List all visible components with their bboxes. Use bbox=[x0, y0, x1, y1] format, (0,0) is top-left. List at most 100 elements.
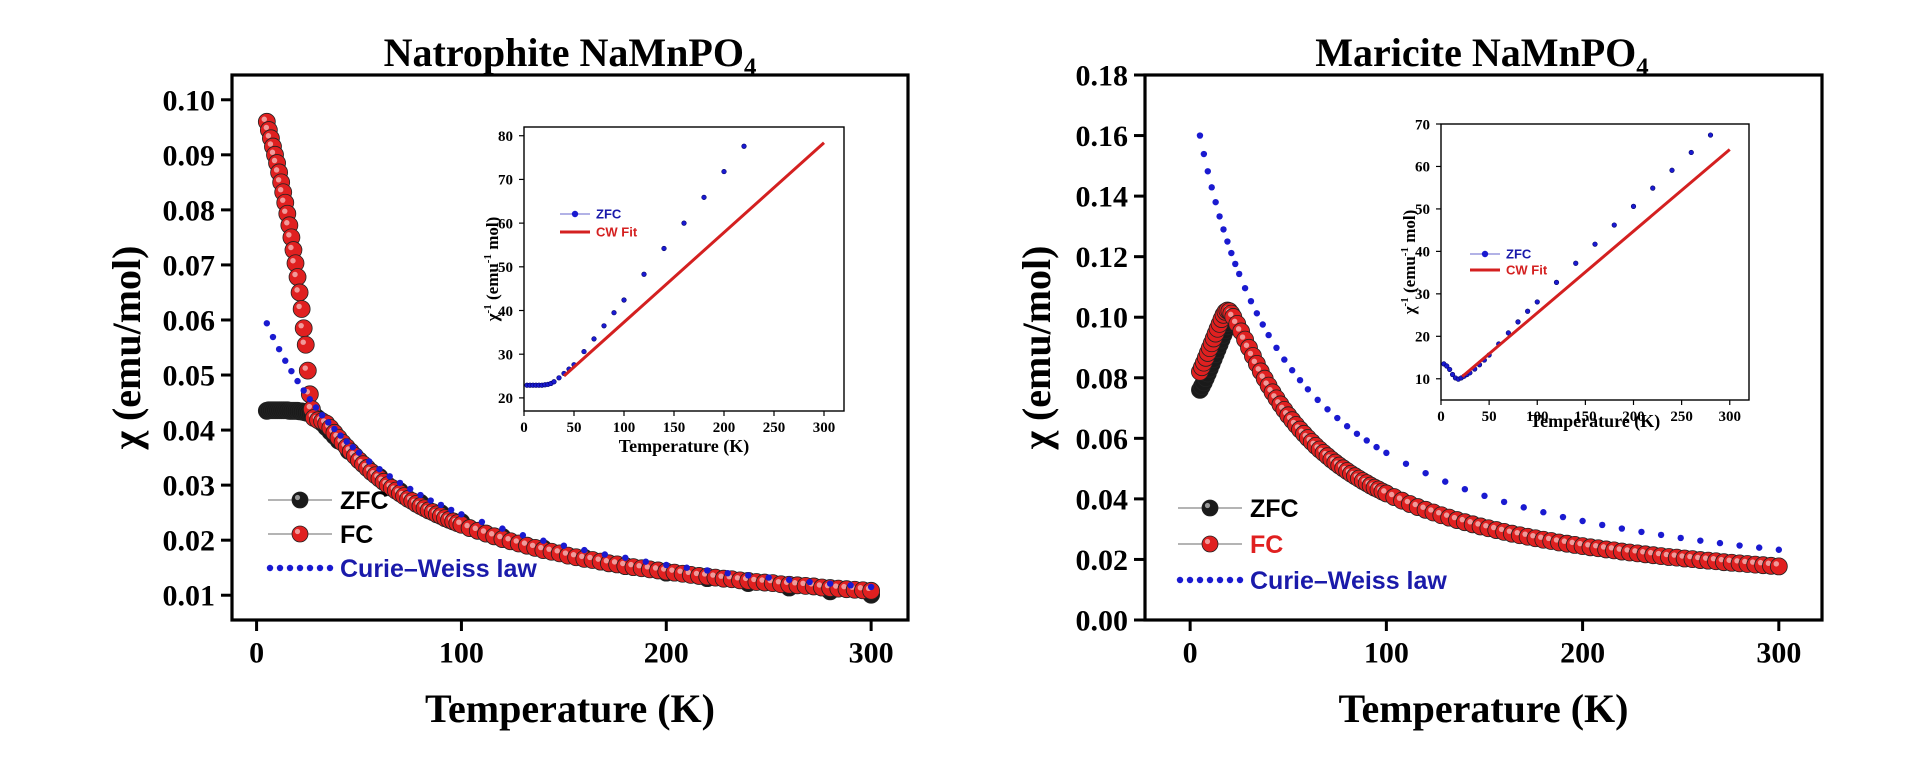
y-tick-label: 0.02 bbox=[163, 525, 216, 558]
y-tick-label: 0.16 bbox=[1076, 120, 1129, 153]
point-curie-weiss-law bbox=[642, 558, 649, 565]
legend-dot bbox=[1176, 576, 1184, 584]
y-tick-label: 0.03 bbox=[163, 470, 216, 503]
legend-dot bbox=[286, 564, 294, 572]
y-tick-label: 0.02 bbox=[1076, 544, 1129, 577]
point-highlight bbox=[652, 565, 659, 571]
point-highlight bbox=[1553, 537, 1560, 543]
point-curie-weiss-law bbox=[1579, 517, 1586, 525]
inset-legend-label: ZFC bbox=[1506, 247, 1532, 262]
y-tick-label: 70 bbox=[498, 173, 513, 189]
point-highlight bbox=[693, 570, 700, 577]
point-curie-weiss-law bbox=[1273, 344, 1280, 352]
legend-marker bbox=[291, 525, 309, 543]
point-highlight bbox=[669, 567, 675, 573]
legend-dot bbox=[1236, 576, 1244, 584]
x-tick-label: 50 bbox=[1482, 409, 1497, 425]
point-fc bbox=[294, 319, 313, 338]
x-tick-label: 100 bbox=[439, 637, 484, 670]
point-highlight bbox=[1655, 550, 1662, 557]
point-highlight bbox=[1702, 555, 1709, 561]
legend-label: Curie–Weiss law bbox=[1250, 567, 1447, 595]
point-curie-weiss-law bbox=[1677, 534, 1684, 542]
point-zfc bbox=[551, 379, 557, 385]
point-highlight bbox=[263, 124, 270, 131]
point-curie-weiss-law bbox=[1220, 226, 1227, 233]
y-tick-label: 70 bbox=[1415, 117, 1430, 133]
point-fc bbox=[292, 300, 311, 318]
point-highlight bbox=[734, 575, 741, 581]
point-zfc bbox=[1444, 363, 1450, 369]
point-curie-weiss-law bbox=[1638, 528, 1645, 536]
legend-dot bbox=[266, 564, 274, 572]
point-curie-weiss-law bbox=[294, 377, 301, 385]
point-highlight bbox=[1396, 495, 1403, 501]
point-highlight bbox=[1585, 542, 1591, 548]
point-curie-weiss-law bbox=[765, 574, 772, 581]
point-zfc bbox=[802, 67, 807, 72]
x-tick-label: 150 bbox=[663, 420, 686, 436]
y-axis-label: χ (emu/mol) bbox=[1014, 246, 1059, 451]
inset-y-label-part: (emu bbox=[483, 263, 502, 304]
point-zfc bbox=[1515, 319, 1521, 325]
legend-dot bbox=[1196, 576, 1204, 584]
point-zfc bbox=[1669, 167, 1675, 173]
point-highlight bbox=[1475, 521, 1481, 527]
point-highlight bbox=[300, 339, 306, 345]
point-highlight bbox=[294, 287, 300, 293]
x-tick-label: 150 bbox=[1574, 409, 1597, 425]
point-highlight bbox=[718, 573, 724, 579]
point-highlight bbox=[1251, 358, 1258, 365]
point-highlight bbox=[286, 232, 292, 238]
point-curie-weiss-law bbox=[560, 542, 568, 549]
point-zfc bbox=[1650, 185, 1656, 191]
point-highlight bbox=[603, 558, 610, 564]
point-highlight bbox=[1663, 551, 1670, 558]
point-curie-weiss-law bbox=[806, 578, 813, 586]
point-curie-weiss-law bbox=[1232, 260, 1239, 268]
legend-dot bbox=[296, 564, 304, 572]
point-highlight bbox=[685, 569, 692, 576]
point-highlight bbox=[1687, 553, 1693, 560]
point-zfc bbox=[621, 297, 627, 303]
point-zfc bbox=[1505, 330, 1511, 336]
point-curie-weiss-law bbox=[263, 320, 271, 327]
point-curie-weiss-law bbox=[288, 367, 295, 375]
y-tick-label: 80 bbox=[498, 129, 513, 145]
point-fc bbox=[1769, 557, 1788, 576]
point-highlight bbox=[1498, 526, 1505, 533]
point-highlight bbox=[1679, 553, 1685, 559]
legend-label: ZFC bbox=[1250, 495, 1299, 523]
x-tick-label: 100 bbox=[613, 420, 636, 436]
y-tick-label: 10 bbox=[1415, 372, 1430, 388]
y-tick-label: 0.06 bbox=[163, 304, 216, 337]
point-curie-weiss-law bbox=[1520, 504, 1527, 511]
inset-x-axis-label: Temperature (K) bbox=[619, 436, 749, 457]
point-curie-weiss-law bbox=[1235, 270, 1243, 278]
point-highlight bbox=[1616, 546, 1623, 552]
inset-legend-label: ZFC bbox=[596, 207, 622, 222]
point-highlight bbox=[595, 556, 601, 562]
point-curie-weiss-law bbox=[724, 570, 731, 577]
legend-dot bbox=[276, 564, 284, 572]
point-highlight bbox=[306, 403, 313, 410]
point-curie-weiss-law bbox=[1241, 284, 1249, 292]
point-curie-weiss-law bbox=[519, 532, 527, 539]
point-highlight bbox=[1514, 529, 1520, 536]
point-highlight bbox=[579, 553, 585, 560]
point-zfc bbox=[1707, 132, 1714, 138]
point-highlight bbox=[529, 542, 536, 549]
x-tick-label: 0 bbox=[249, 637, 264, 670]
point-curie-weiss-law bbox=[1216, 213, 1223, 220]
point-zfc bbox=[581, 348, 587, 355]
point-curie-weiss-law bbox=[437, 501, 445, 509]
point-curie-weiss-law bbox=[826, 580, 834, 587]
x-tick-label: 50 bbox=[567, 420, 582, 436]
point-highlight bbox=[841, 583, 847, 590]
point-curie-weiss-law bbox=[1500, 498, 1508, 506]
point-curie-weiss-law bbox=[1265, 331, 1272, 339]
point-highlight bbox=[505, 536, 511, 542]
point-highlight bbox=[1239, 334, 1246, 340]
point-curie-weiss-law bbox=[1304, 386, 1312, 393]
